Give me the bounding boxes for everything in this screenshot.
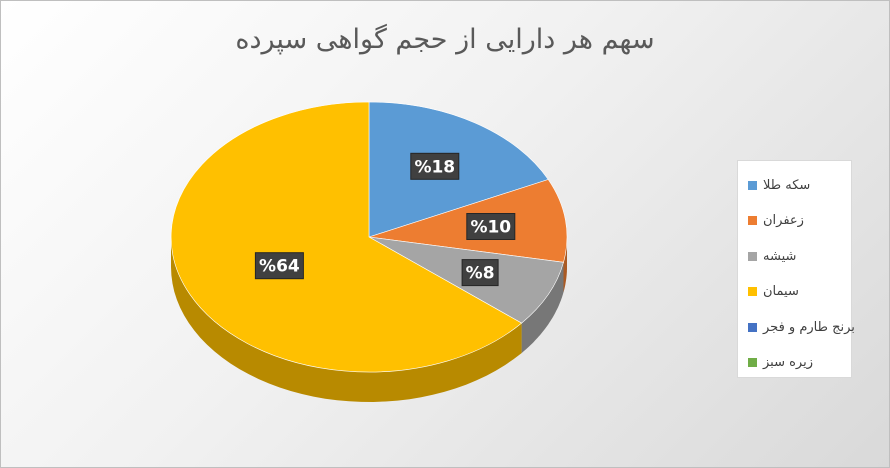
legend-swatch-4 [748,322,757,332]
pie-side-2 [521,262,564,354]
data-label-0: %18 [414,157,455,177]
legend-item-2: شیشه [748,246,848,266]
legend: سکه طلا زعفران شیشه سیمان برنج طارم و فجر زیر… [737,160,855,378]
legend-item-0: سکه طلا [748,175,848,195]
data-label-3: %64 [259,257,300,277]
legend-swatch-2 [748,251,757,261]
data-label-1: %10 [470,218,511,238]
pie-side-3 [171,237,522,402]
data-label-box-1 [466,213,516,240]
legend-label-5: زیره سبز [763,355,814,370]
legend-label-0: سکه طلا [763,177,811,193]
legend-item-1: زعفران [748,211,848,231]
legend-swatch-3 [748,287,757,296]
data-label-2: %8 [466,264,495,284]
legend-label-4: برنج طارم و فجر [763,319,855,335]
legend-label-2: شیشه [763,248,797,264]
data-label-box-3 [254,252,304,280]
data-labels: %18 %10 %8 %64 [254,152,516,287]
pie-slice-3 [170,101,523,373]
legend-label-1: زعفران [763,213,804,228]
legend-swatch-5 [748,358,757,367]
legend-swatch-0 [748,180,757,190]
data-label-box-2 [461,259,499,287]
legend-item-3: سیمان [748,282,848,302]
legend-item-5: زیره سبز [748,353,848,373]
legend-label-3: سیمان [763,284,799,299]
data-label-box-0 [410,152,460,180]
legend-item-4: برنج طارم و فجر [748,317,855,337]
chart-title: سهم هر دارایی از حجم گواهی سپرده [235,24,655,55]
legend-swatch-1 [748,216,757,225]
